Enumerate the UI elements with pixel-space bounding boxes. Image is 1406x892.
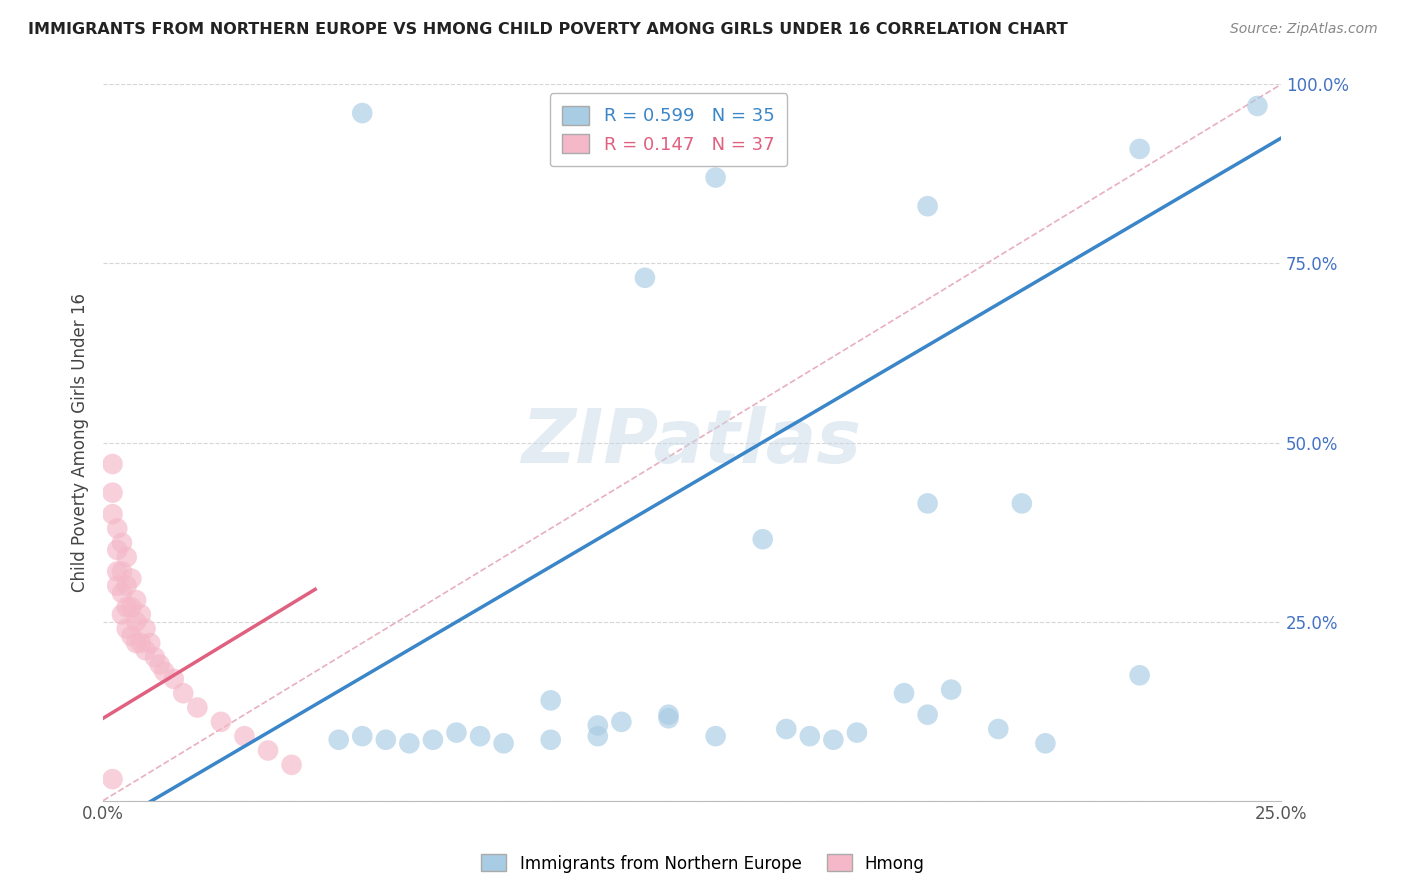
- Point: [775, 722, 797, 736]
- Point: [657, 707, 679, 722]
- Point: [540, 732, 562, 747]
- Point: [143, 650, 166, 665]
- Point: [917, 496, 939, 510]
- Point: [328, 732, 350, 747]
- Point: [917, 707, 939, 722]
- Point: [105, 565, 128, 579]
- Point: [1129, 142, 1152, 156]
- Point: [125, 615, 148, 629]
- Point: [129, 607, 152, 622]
- Point: [634, 270, 657, 285]
- Point: [115, 600, 138, 615]
- Point: [586, 718, 609, 732]
- Point: [105, 579, 128, 593]
- Point: [209, 714, 232, 729]
- Point: [893, 686, 915, 700]
- Point: [111, 586, 134, 600]
- Point: [111, 607, 134, 622]
- Point: [135, 643, 157, 657]
- Text: ZIPatlas: ZIPatlas: [522, 406, 862, 479]
- Point: [280, 757, 302, 772]
- Point: [135, 622, 157, 636]
- Point: [751, 532, 773, 546]
- Legend: R = 0.599   N = 35, R = 0.147   N = 37: R = 0.599 N = 35, R = 0.147 N = 37: [550, 94, 787, 167]
- Point: [120, 629, 142, 643]
- Text: Source: ZipAtlas.com: Source: ZipAtlas.com: [1230, 22, 1378, 37]
- Point: [111, 536, 134, 550]
- Y-axis label: Child Poverty Among Girls Under 16: Child Poverty Among Girls Under 16: [72, 293, 89, 592]
- Point: [172, 686, 194, 700]
- Point: [115, 550, 138, 565]
- Point: [111, 565, 134, 579]
- Point: [1035, 736, 1057, 750]
- Point: [704, 170, 727, 185]
- Point: [105, 543, 128, 558]
- Point: [125, 636, 148, 650]
- Point: [374, 732, 396, 747]
- Point: [125, 593, 148, 607]
- Point: [115, 579, 138, 593]
- Point: [233, 729, 256, 743]
- Point: [105, 521, 128, 535]
- Point: [987, 722, 1010, 736]
- Point: [917, 199, 939, 213]
- Point: [120, 600, 142, 615]
- Point: [115, 622, 138, 636]
- Point: [398, 736, 420, 750]
- Point: [101, 485, 124, 500]
- Point: [163, 672, 186, 686]
- Point: [101, 457, 124, 471]
- Point: [610, 714, 633, 729]
- Point: [845, 725, 868, 739]
- Legend: Immigrants from Northern Europe, Hmong: Immigrants from Northern Europe, Hmong: [475, 847, 931, 880]
- Point: [540, 693, 562, 707]
- Point: [823, 732, 845, 747]
- Point: [422, 732, 444, 747]
- Point: [468, 729, 491, 743]
- Point: [257, 743, 280, 757]
- Point: [129, 636, 152, 650]
- Point: [1129, 668, 1152, 682]
- Point: [101, 772, 124, 786]
- Point: [704, 729, 727, 743]
- Point: [352, 106, 374, 120]
- Point: [657, 711, 679, 725]
- Point: [1011, 496, 1033, 510]
- Point: [120, 572, 142, 586]
- Point: [1246, 99, 1268, 113]
- Point: [186, 700, 208, 714]
- Point: [941, 682, 963, 697]
- Point: [352, 729, 374, 743]
- Point: [586, 729, 609, 743]
- Point: [492, 736, 515, 750]
- Text: IMMIGRANTS FROM NORTHERN EUROPE VS HMONG CHILD POVERTY AMONG GIRLS UNDER 16 CORR: IMMIGRANTS FROM NORTHERN EUROPE VS HMONG…: [28, 22, 1069, 37]
- Point: [149, 657, 172, 672]
- Point: [446, 725, 468, 739]
- Point: [153, 665, 176, 679]
- Point: [101, 507, 124, 521]
- Point: [139, 636, 162, 650]
- Point: [799, 729, 821, 743]
